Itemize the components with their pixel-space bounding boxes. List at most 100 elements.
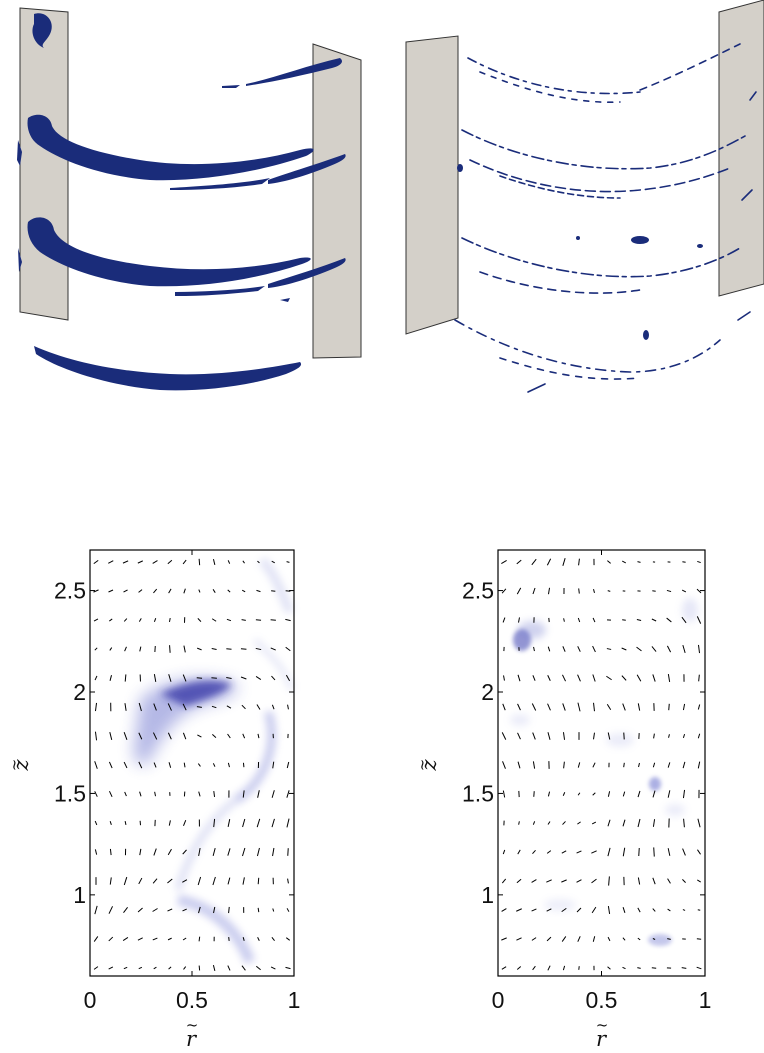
velocity-arrow (578, 558, 580, 566)
velocity-arrow (257, 560, 260, 564)
velocity-arrow (518, 821, 520, 825)
velocity-arrow (636, 646, 642, 652)
velocity-arrow (518, 617, 520, 623)
velocity-arrow (93, 559, 99, 565)
velocity-arrow (561, 936, 567, 942)
velocity-arrow (240, 676, 247, 680)
velocity-arrow (108, 906, 113, 914)
velocity-arrow (622, 907, 626, 913)
velocity-arrow (637, 967, 641, 969)
velocity-arrow (198, 847, 201, 857)
velocity-arrow (94, 905, 98, 915)
velocity-arrow (592, 792, 596, 796)
velocity-arrow (516, 587, 522, 595)
velocity-arrow (531, 937, 537, 941)
velocity-arrow (241, 965, 246, 971)
velocity-arrow (652, 819, 656, 827)
velocity-arrow (502, 617, 506, 623)
velocity-arrow (562, 703, 566, 711)
velocity-arrow (211, 618, 217, 622)
velocity-arrow (167, 878, 173, 884)
velocity-arrow (577, 646, 581, 652)
velocity-arrow (697, 761, 701, 769)
y-tick-label: 1 (73, 882, 86, 908)
velocity-arrow (198, 906, 201, 914)
y-tick-label: 2.5 (54, 578, 86, 604)
velocity-arrow (577, 762, 581, 768)
velocity-arrow (227, 877, 231, 885)
velocity-arrow (606, 703, 612, 711)
velocity-arrow (517, 849, 521, 855)
velocity-arrow (286, 761, 290, 769)
velocity-arrow (562, 732, 566, 740)
velocity-arrow (226, 618, 232, 622)
velocity-arrow (167, 559, 173, 565)
y-tick-label: 2 (73, 679, 86, 705)
velocity-arrow (152, 560, 158, 564)
velocity-arrow (607, 906, 611, 914)
velocity-arrow (621, 675, 627, 681)
velocity-arrow (501, 908, 507, 912)
velocity-arrow (242, 818, 246, 828)
velocity-arrow (501, 966, 507, 970)
velocity-arrow (182, 732, 187, 740)
velocity-arrow (153, 848, 157, 856)
velocity-arrow (153, 762, 157, 768)
velocity-arrow (153, 674, 157, 682)
velocity-arrow (501, 588, 507, 594)
velocity-arrow (516, 937, 522, 941)
velocity-arrow (622, 791, 626, 797)
velocity-arrow (517, 761, 521, 769)
velocity-arrow (227, 589, 231, 593)
velocity-arrow (286, 561, 290, 563)
velocity-arrow (682, 879, 686, 883)
velocity-arrow (109, 821, 112, 825)
velocity-arrow (213, 906, 216, 914)
velocity-arrow (109, 675, 112, 681)
velocity-arrow (651, 618, 657, 622)
velocity-arrow (255, 965, 261, 971)
velocity-arrow (255, 647, 262, 651)
velocity-arrow (167, 703, 172, 711)
velocity-arrow (153, 618, 157, 622)
velocity-arrow (516, 908, 522, 912)
velocity-arrow (139, 791, 142, 797)
velocity-arrow (257, 790, 260, 798)
velocity-arrow (197, 618, 202, 622)
velocity-arrow (547, 821, 551, 825)
velocity-arrow (697, 560, 701, 564)
left-back-plane (19, 7, 69, 321)
velocity-arrow (123, 876, 128, 886)
velocity-arrow (227, 848, 231, 856)
velocity-arrow (94, 647, 98, 651)
velocity-arrow (516, 559, 522, 565)
velocity-arrow (562, 558, 566, 566)
velocity-arrow (577, 702, 581, 712)
velocity-arrow (227, 733, 231, 739)
velocity-arrow (502, 761, 506, 769)
velocity-arrow (270, 619, 276, 621)
velocity-arrow (653, 847, 655, 857)
velocity-arrow (666, 645, 672, 653)
velocity-arrow (182, 908, 187, 912)
velocity-arrow (183, 966, 187, 970)
velocity-arrow (592, 617, 596, 623)
velocity-arrow (212, 558, 216, 566)
velocity-arrow (168, 820, 171, 826)
velocity-arrow (607, 560, 611, 564)
velocity-arrow (636, 619, 642, 621)
velocity-arrow (651, 967, 657, 969)
left-front-plane (312, 43, 362, 359)
velocity-arrow (197, 763, 201, 767)
velocity-arrow (198, 791, 201, 797)
velocity-arrow (287, 704, 289, 710)
velocity-arrow (697, 879, 701, 883)
velocity-arrow (653, 733, 655, 739)
velocity-arrow (197, 876, 202, 886)
velocity-arrow (592, 936, 596, 942)
velocity-arrow (667, 673, 671, 683)
velocity-arrow (94, 731, 98, 741)
left-xlabel-tilde: ~ (186, 1016, 199, 1034)
velocity-arrow (562, 821, 566, 825)
velocity-arrow (547, 703, 551, 711)
